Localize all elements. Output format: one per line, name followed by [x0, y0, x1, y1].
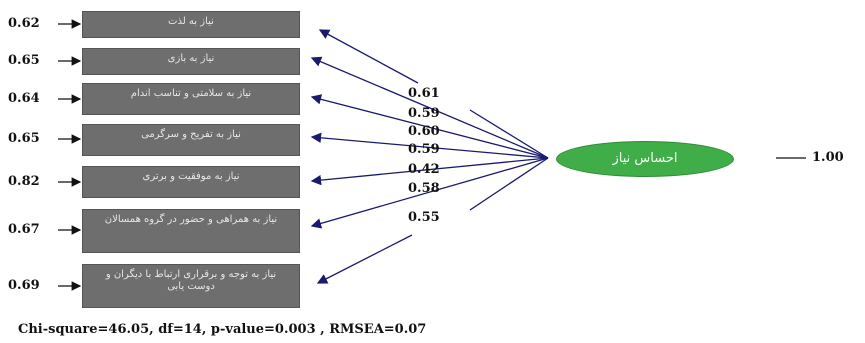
factor-loading: 0.61: [408, 86, 440, 101]
fit-statistics: Chi-square=46.05, df=14, p-value=0.003 ,…: [18, 322, 427, 337]
indicator-box: نیاز به لذت: [82, 11, 300, 38]
factor-loading: 0.59: [408, 106, 440, 121]
loading-arrow: [310, 157, 549, 186]
indicator-box: نیاز به موفقیت و برتری: [82, 166, 300, 198]
factor-loading: 0.59: [408, 142, 440, 157]
latent-variance: 1.00: [812, 150, 844, 165]
indicator-box: نیاز به توجه و برقراری ارتباط با دیگران …: [82, 264, 300, 308]
indicator-box: نیاز به همراهی و حضور در گروه همسالان: [82, 209, 300, 253]
error-variance: 0.64: [8, 91, 40, 106]
indicator-box: نیاز به تفریح و سرگرمی: [82, 124, 300, 156]
factor-loading: 0.42: [408, 162, 440, 177]
loading-arrow: [310, 157, 549, 229]
loading-arrow: [310, 94, 549, 159]
error-variance: 0.69: [8, 278, 40, 293]
error-variance: 0.62: [8, 16, 40, 31]
indicator-box: نیاز به بازی: [82, 48, 300, 75]
loading-arrow: [316, 234, 413, 284]
indicator-box: نیاز به سلامتی و تناسب اندام: [82, 83, 300, 115]
factor-loading: 0.58: [408, 181, 440, 196]
error-variance: 0.67: [8, 222, 40, 237]
error-variance: 0.65: [8, 53, 40, 68]
loading-arrow: [310, 56, 549, 159]
factor-loading: 0.60: [408, 124, 440, 139]
error-variance: 0.82: [8, 174, 40, 189]
error-variance: 0.65: [8, 131, 40, 146]
factor-loading: 0.55: [408, 210, 440, 225]
loading-arrow: [318, 29, 419, 84]
latent-variable: احساس نیاز: [556, 141, 734, 177]
loading-arrow: [310, 132, 549, 159]
